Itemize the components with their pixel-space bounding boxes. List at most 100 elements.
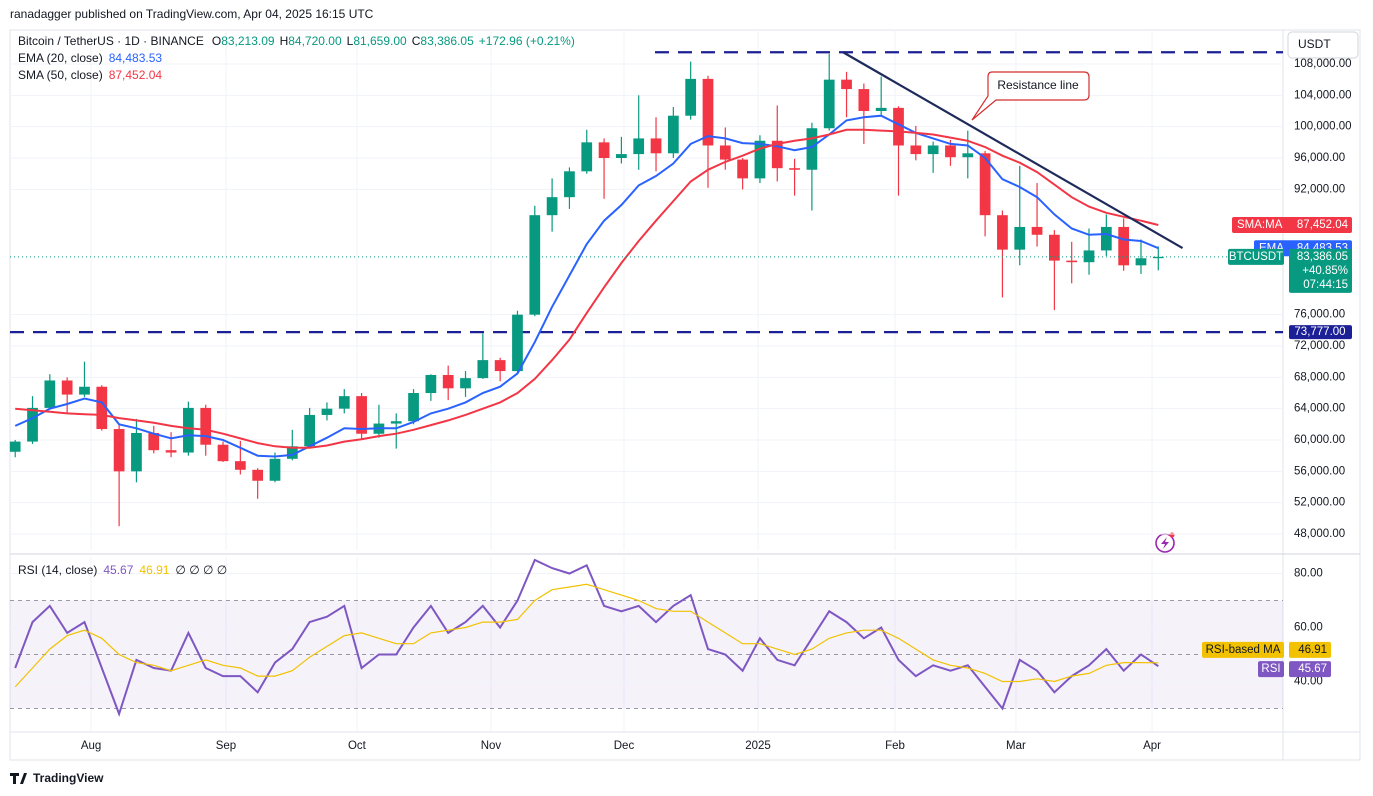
candle-body	[442, 374, 454, 389]
candle-body	[356, 396, 367, 434]
candle-body	[234, 461, 246, 470]
indicator-value: 87,452.04	[109, 68, 163, 82]
candle-body	[893, 107, 904, 146]
candle-body	[338, 396, 350, 409]
axis: Aug Sep Oct Nov Dec 2025 Feb Mar Apr 48,000.00 52,…	[81, 58, 1352, 752]
y-tick-label: 60.00	[1294, 622, 1323, 634]
candle-body	[1014, 226, 1026, 250]
icon-dot[interactable]	[1169, 532, 1175, 538]
indicator-value: 84,483.53	[109, 51, 163, 65]
ohlc-key: L	[347, 34, 354, 48]
last-tag-box	[1289, 248, 1352, 293]
y-tick-label: 108,000.00	[1294, 58, 1352, 70]
ohlc-value: 84,720.00	[288, 34, 342, 48]
candle-body	[858, 89, 870, 112]
indicator-legend: SMA (50, close) 87,452.04	[18, 68, 162, 82]
candle-body	[789, 168, 800, 170]
currency-button[interactable]	[1287, 31, 1359, 59]
candle-body	[616, 154, 627, 159]
indicator-legend: EMA (20, close) 84,483.53	[18, 51, 162, 65]
candle-body	[96, 386, 108, 430]
candle-body	[823, 79, 835, 129]
callout-box	[971, 71, 1090, 121]
ohlc-value: 81,659.00	[353, 34, 407, 48]
candle-body	[286, 446, 298, 459]
candle-body	[997, 215, 1008, 250]
footer-logo	[10, 773, 27, 784]
y-tick-label: 48,000.00	[1294, 528, 1345, 540]
candle-body	[1135, 258, 1147, 266]
y-tick-label: 80.00	[1294, 568, 1323, 580]
x-tick-label: Dec	[614, 740, 635, 752]
level-tag-label: 73,777.00	[1294, 326, 1345, 338]
candle-body	[44, 380, 56, 408]
candle-body	[962, 153, 974, 158]
candle-body	[183, 407, 194, 453]
candle-body	[269, 458, 281, 481]
candle-body	[390, 421, 402, 424]
y-tick-label: 100,000.00	[1294, 121, 1352, 133]
rsi-extra: ∅ ∅ ∅ ∅	[175, 563, 227, 577]
rsi-tag-value: 46.91	[1298, 644, 1327, 656]
candle-body	[27, 407, 38, 442]
rsi-line	[14, 558, 1159, 717]
candle-body	[9, 441, 21, 452]
rsi-legend-value: 45.67	[103, 563, 133, 577]
rsi-title: RSI (14, close)	[18, 563, 97, 577]
candle-body	[321, 408, 333, 415]
rsi-header: RSI (14, close) 45.67 46.91 ∅ ∅ ∅ ∅	[18, 563, 227, 577]
candle-body	[910, 145, 922, 155]
candle-body	[529, 215, 541, 315]
series-tag-value: 87,452.04	[1297, 219, 1349, 231]
ohlc-key: H	[280, 34, 289, 48]
candles	[9, 53, 1164, 527]
series-tag-name: SMA:MA	[1237, 219, 1283, 231]
y-tick-label: 64,000.00	[1294, 403, 1345, 415]
attribution: ranadagger published on TradingView.com,…	[10, 7, 374, 21]
candle-body	[79, 386, 90, 395]
candle-body	[719, 145, 731, 160]
ohlc-value: 83,386.05	[420, 34, 474, 48]
rsi-tag-box	[1289, 641, 1331, 658]
series-tag	[1232, 216, 1352, 233]
candle-body	[1066, 260, 1078, 263]
candle-body	[1049, 234, 1060, 261]
level-tag	[1289, 325, 1352, 340]
candle-body	[425, 374, 437, 394]
candle-body	[512, 314, 523, 372]
candle-body	[1100, 226, 1112, 251]
candle-body	[148, 432, 160, 451]
callout-label: Resistance line	[997, 78, 1079, 92]
chart-header: Bitcoin / TetherUS · 1D · BINANCE O83,213…	[18, 34, 575, 48]
candle-body	[1031, 226, 1043, 235]
rsi-tag-value: 45.67	[1298, 663, 1327, 675]
candle-body	[304, 414, 316, 447]
x-tick-label: 2025	[745, 740, 771, 752]
indicator-line	[14, 114, 1159, 458]
candle-body	[650, 138, 662, 154]
last-tag-name: BTCUSDT	[1229, 251, 1283, 263]
candle-body	[581, 142, 593, 172]
candle-body	[564, 171, 575, 198]
candle-body	[979, 153, 991, 216]
y-tick-label: 56,000.00	[1294, 465, 1345, 477]
ohlc-change: +172.96 (+0.21%)	[479, 34, 575, 48]
y-tick-label: 92,000.00	[1294, 183, 1345, 195]
indicator-name: EMA (20, close)	[18, 51, 103, 65]
candle-body	[460, 378, 471, 389]
x-tick-label: Mar	[1006, 740, 1026, 752]
x-tick-label: Oct	[348, 740, 367, 752]
candle-body	[494, 360, 506, 372]
grid	[10, 30, 1283, 732]
chart-title: Bitcoin / TetherUS · 1D · BINANCE	[18, 34, 204, 48]
rsi-tag-name-box	[1202, 641, 1284, 658]
rsi-tag-box	[1289, 661, 1331, 678]
rsi-tag-name-box	[1258, 661, 1284, 678]
icon-bolt[interactable]	[1161, 537, 1169, 549]
currency[interactable]: USDT	[1298, 37, 1331, 51]
ohlc-value: 83,213.09	[221, 34, 275, 48]
chart-frame	[9, 29, 1361, 761]
last-tag-name-box	[1228, 248, 1284, 265]
